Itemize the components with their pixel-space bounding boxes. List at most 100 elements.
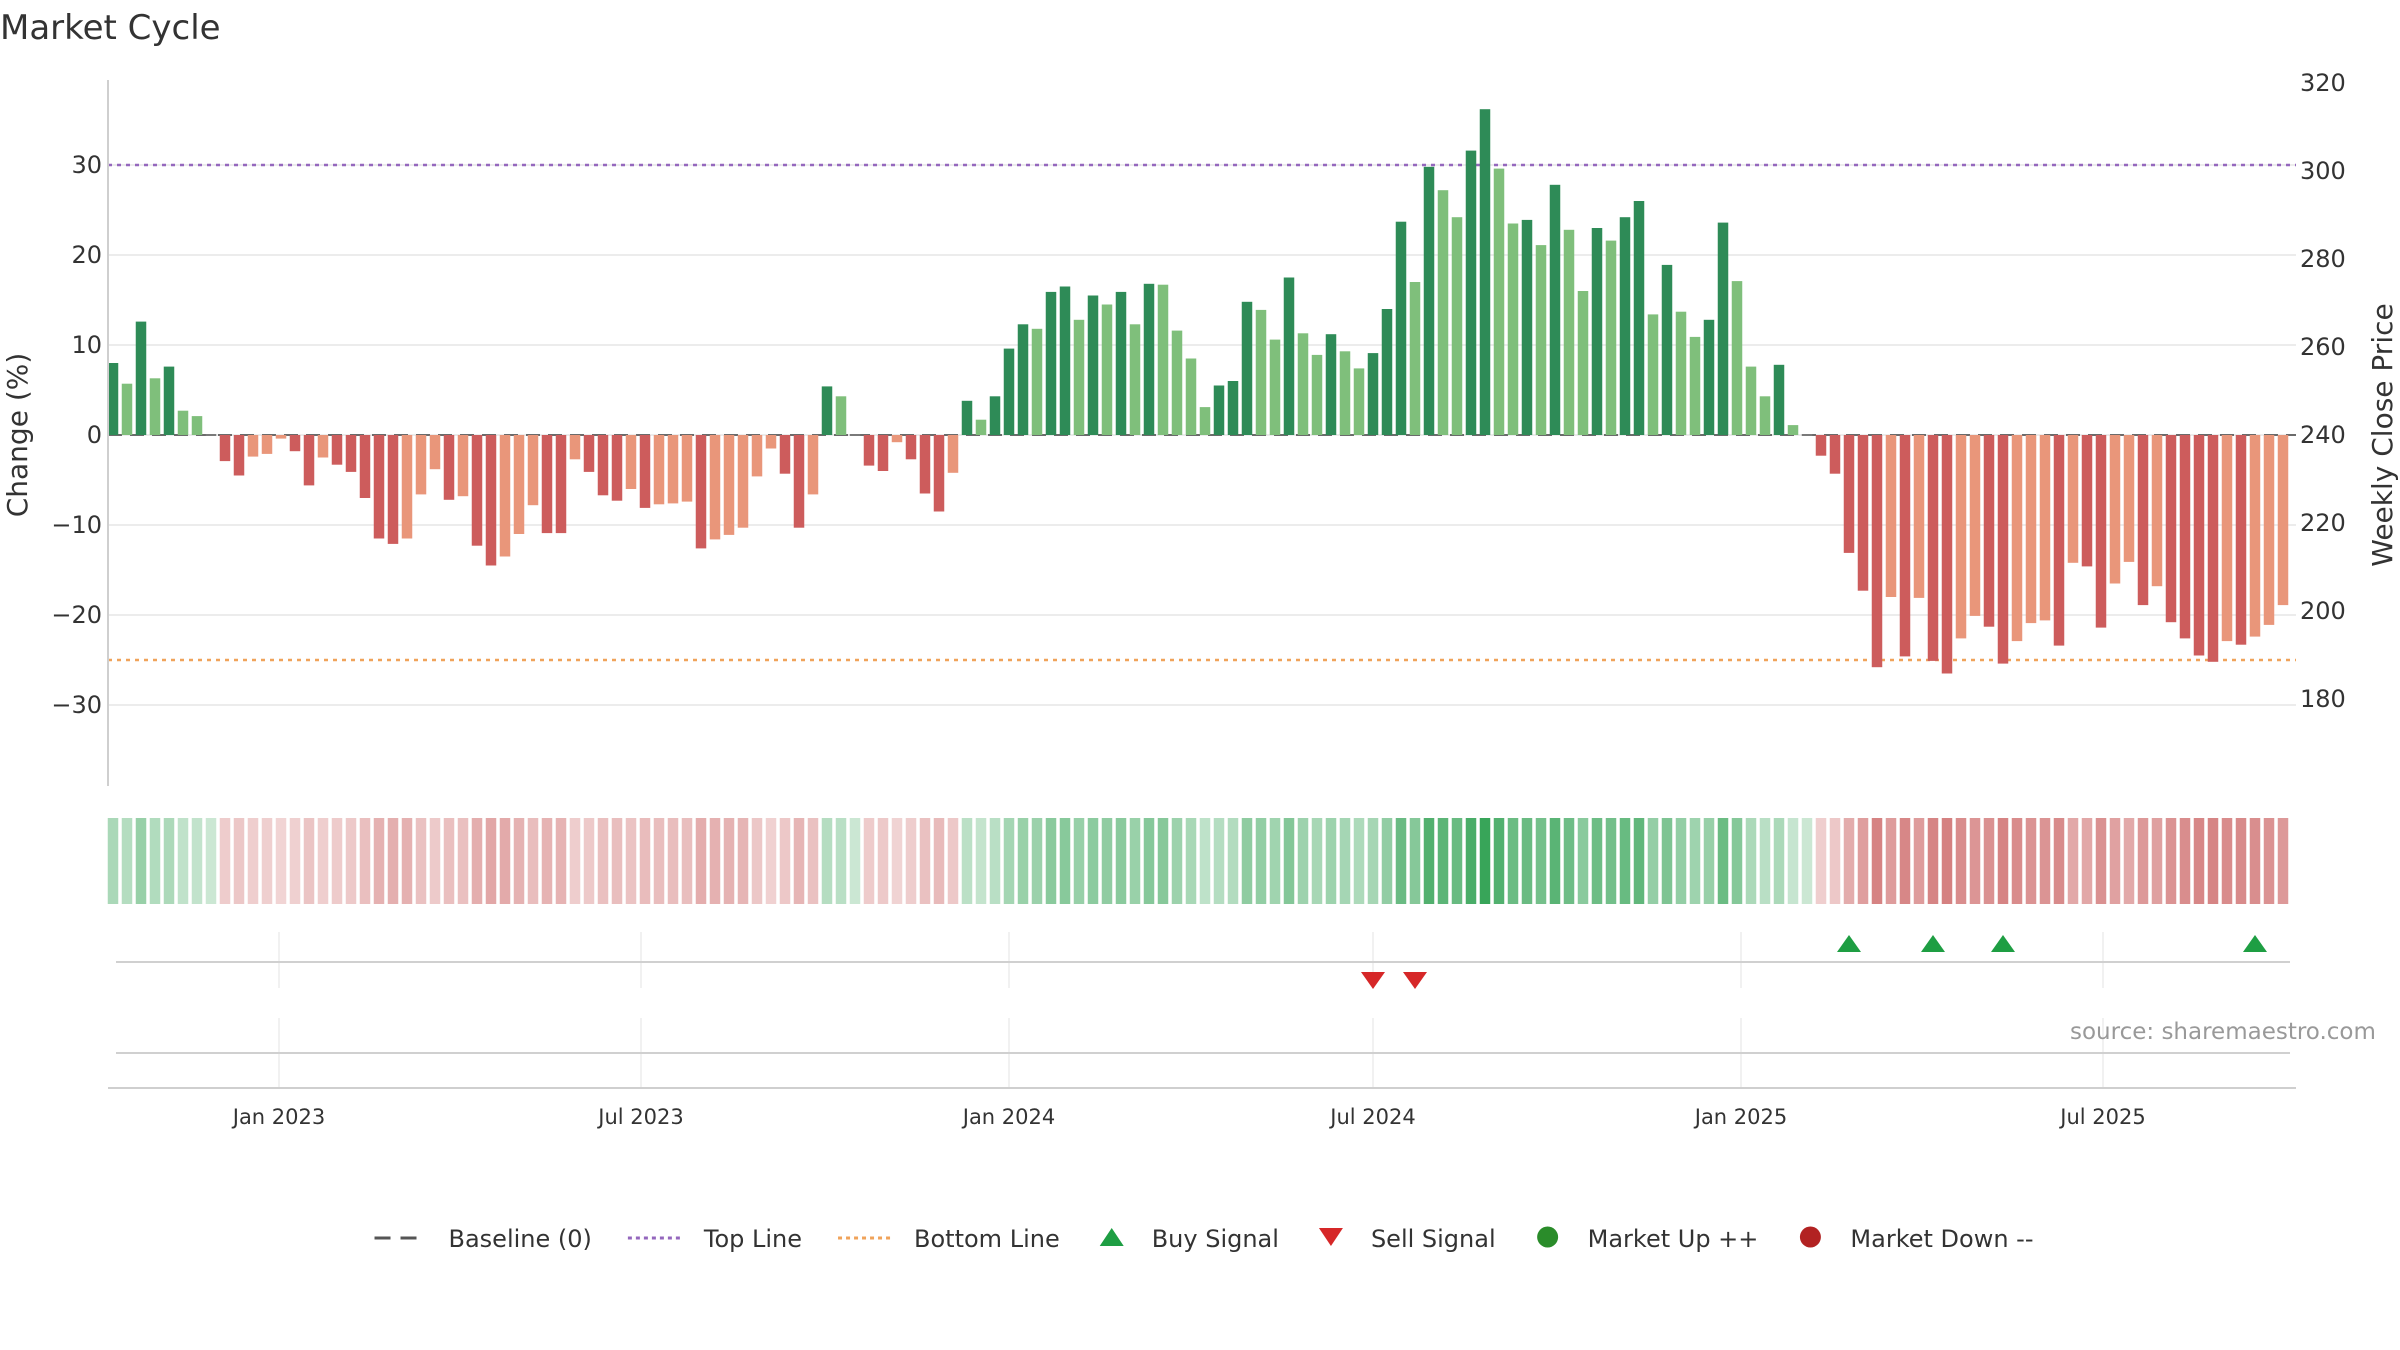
- buy-signal-marker: [1991, 935, 2015, 952]
- bar: [219, 435, 231, 462]
- bar: [1843, 435, 1855, 553]
- regime-cell: [1031, 818, 1043, 904]
- regime-cell: [933, 818, 945, 904]
- bar: [1087, 295, 1099, 435]
- x-tick-label: Jul 2023: [596, 1105, 683, 1129]
- bar: [289, 435, 301, 452]
- regime-cell: [2207, 818, 2219, 904]
- bar: [975, 419, 987, 435]
- regime-cell: [807, 818, 819, 904]
- regime-cell: [1619, 818, 1631, 904]
- bar: [1129, 324, 1141, 435]
- bar: [373, 435, 385, 539]
- bar: [695, 435, 707, 549]
- bar: [793, 435, 805, 528]
- bar: [891, 435, 903, 443]
- bar: [1773, 364, 1785, 435]
- regime-cell: [387, 818, 399, 904]
- regime-cell: [443, 818, 455, 904]
- bar: [1157, 284, 1169, 435]
- regime-cell: [1591, 818, 1603, 904]
- regime-cell: [415, 818, 427, 904]
- left-tick-label: −20: [51, 601, 102, 629]
- bar: [1815, 435, 1827, 456]
- bar: [709, 435, 721, 540]
- regime-cell: [1423, 818, 1435, 904]
- regime-cell: [1283, 818, 1295, 904]
- bar: [247, 435, 259, 457]
- bar: [1171, 330, 1183, 435]
- bar: [807, 435, 819, 495]
- bar: [527, 435, 539, 506]
- regime-cell: [863, 818, 875, 904]
- regime-cell: [485, 818, 497, 904]
- regime-cell: [2123, 818, 2135, 904]
- regime-cell: [2249, 818, 2261, 904]
- bar: [1885, 435, 1897, 597]
- legend-item: Baseline (0): [374, 1225, 592, 1253]
- legend-buy-swatch: [1099, 1228, 1124, 1246]
- regime-cell: [1535, 818, 1547, 904]
- bar: [163, 366, 175, 435]
- regime-cell: [695, 818, 707, 904]
- bar: [1647, 314, 1659, 435]
- regime-cell: [1325, 818, 1337, 904]
- bar: [723, 435, 735, 535]
- bar: [429, 435, 441, 470]
- regime-cell: [1465, 818, 1477, 904]
- axes: 30 20 10 0 −10 −20 −30 320 300 280 260 240 220 200 180…: [1, 69, 2399, 786]
- regime-cell: [2277, 818, 2289, 904]
- regime-cell: [429, 818, 441, 904]
- regime-cell: [723, 818, 735, 904]
- regime-cell: [849, 818, 861, 904]
- regime-cell: [1843, 818, 1855, 904]
- bar: [765, 435, 777, 449]
- bar: [135, 321, 147, 435]
- bar: [2221, 435, 2233, 642]
- regime-cell: [1955, 818, 1967, 904]
- regime-cell: [793, 818, 805, 904]
- buy-signal-marker: [1837, 935, 1861, 952]
- bar: [1493, 168, 1505, 435]
- regime-cell: [877, 818, 889, 904]
- bar: [989, 396, 1001, 435]
- bar: [1227, 381, 1239, 435]
- regime-cell: [247, 818, 259, 904]
- regime-cell: [1101, 818, 1113, 904]
- regime-cell: [751, 818, 763, 904]
- bar: [2193, 435, 2205, 656]
- regime-cell: [2165, 818, 2177, 904]
- legend-item: Top Line: [627, 1225, 802, 1253]
- bar: [1633, 201, 1645, 435]
- bar: [681, 435, 693, 502]
- bar: [1311, 354, 1323, 435]
- regime-cell: [2137, 818, 2149, 904]
- regime-cell: [1815, 818, 1827, 904]
- regime-cell: [1367, 818, 1379, 904]
- bar: [471, 435, 483, 546]
- regime-cell: [1885, 818, 1897, 904]
- bar: [1185, 358, 1197, 435]
- bar: [1213, 385, 1225, 435]
- bar: [597, 435, 609, 496]
- bar: [345, 435, 357, 472]
- bar: [1381, 309, 1393, 435]
- regime-cell: [527, 818, 539, 904]
- bar: [639, 435, 651, 508]
- legend-item: Market Down --: [1799, 1225, 2034, 1253]
- market-panel: [116, 1018, 2290, 1088]
- regime-cell: [359, 818, 371, 904]
- bar: [1031, 328, 1043, 435]
- right-tick-label: 200: [2300, 597, 2346, 625]
- regime-cell: [1703, 818, 1715, 904]
- bar: [1689, 336, 1701, 435]
- regime-cell: [303, 818, 315, 904]
- regime-cell: [163, 818, 175, 904]
- legend-label: Buy Signal: [1152, 1225, 1279, 1253]
- source-note: source: sharemaestro.com: [2070, 1019, 2376, 1045]
- buy-signal-marker: [2243, 935, 2267, 952]
- bar: [2039, 435, 2051, 621]
- regime-cell: [1577, 818, 1589, 904]
- regime-cell: [2053, 818, 2065, 904]
- bar: [1899, 435, 1911, 657]
